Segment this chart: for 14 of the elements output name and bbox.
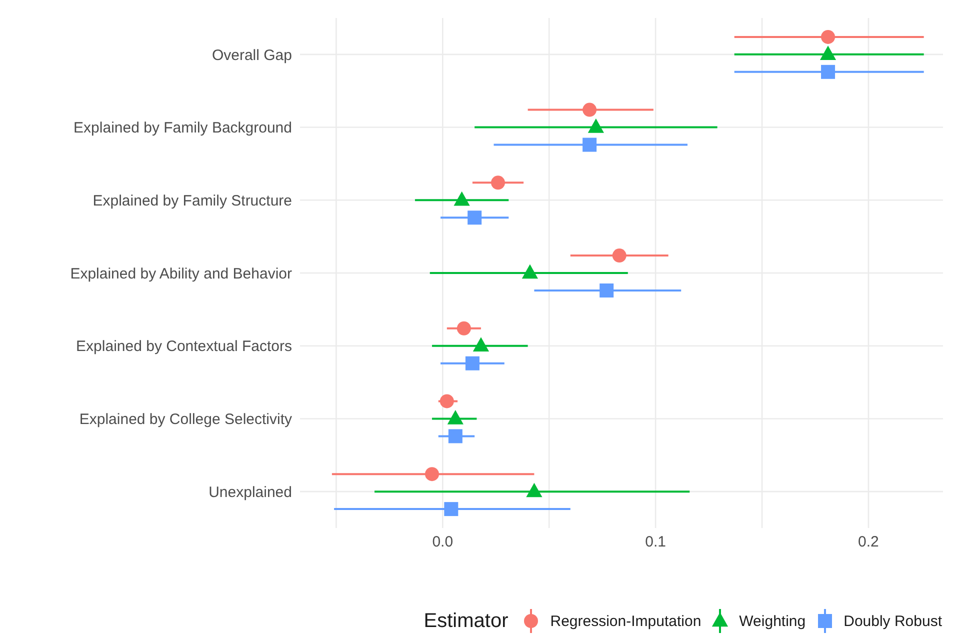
y-tick-label: Overall Gap xyxy=(212,46,292,64)
y-tick-label: Explained by Ability and Behavior xyxy=(70,265,292,282)
legend-label: Weighting xyxy=(739,612,806,630)
legend-label: Doubly Robust xyxy=(844,612,942,630)
y-tick-label: Explained by Family Background xyxy=(74,120,292,137)
y-tick-label: Unexplained xyxy=(208,484,292,501)
y-tick-label: Explained by Family Structure xyxy=(92,192,292,210)
x-tick-label: 0.0 xyxy=(432,534,454,551)
y-tick-label: Explained by College Selectivity xyxy=(79,411,292,428)
x-tick-label: 0.1 xyxy=(645,534,666,551)
y-tick-label: Explained by Contextual Factors xyxy=(76,338,292,356)
legend-label: Regression-Imputation xyxy=(550,612,702,630)
x-tick-label: 0.2 xyxy=(858,534,879,551)
legend-title: Estimator xyxy=(424,610,508,632)
